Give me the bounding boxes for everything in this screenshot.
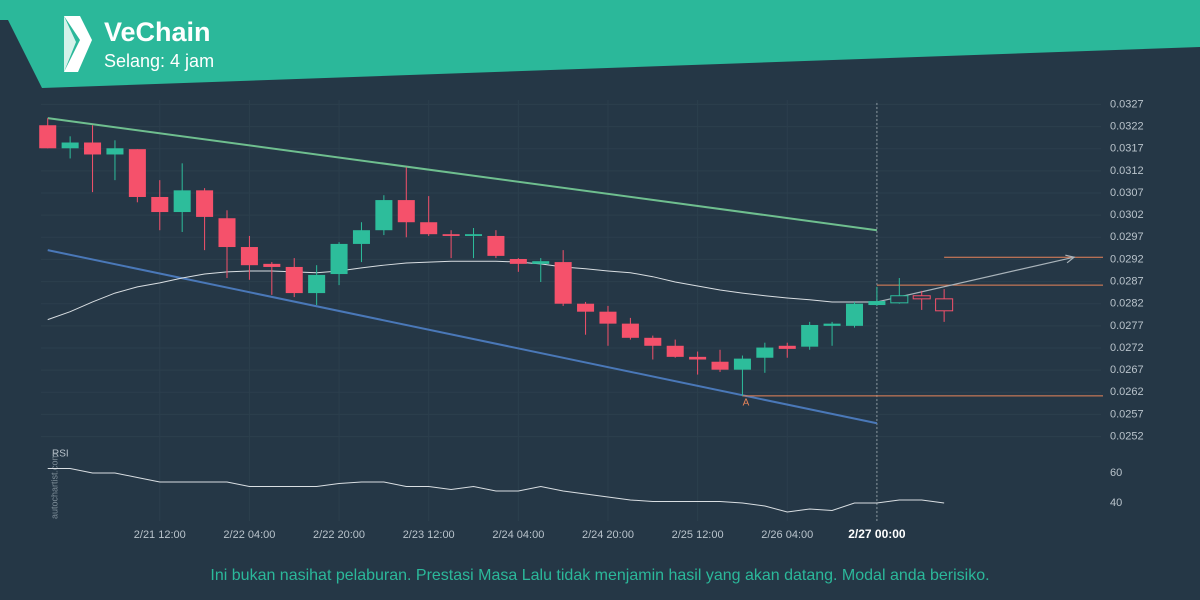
x-tick-label: 2/21 12:00 bbox=[134, 529, 186, 541]
candle-body bbox=[778, 345, 796, 349]
candle-body bbox=[173, 190, 191, 213]
candle-body bbox=[509, 258, 527, 264]
rsi-label: RSI bbox=[52, 449, 69, 460]
candle-body bbox=[330, 243, 348, 275]
candle-body bbox=[868, 301, 886, 306]
y-tick-label: 0.0307 bbox=[1110, 187, 1144, 199]
y-tick-label: 0.0257 bbox=[1110, 408, 1144, 420]
y-tick-label: 0.0312 bbox=[1110, 165, 1144, 177]
x-tick-label: 2/25 12:00 bbox=[672, 529, 724, 541]
candle-body bbox=[890, 295, 909, 304]
candle-body bbox=[308, 274, 326, 294]
x-tick-label: 2/23 12:00 bbox=[403, 529, 455, 541]
y-tick-label: 0.0282 bbox=[1110, 298, 1144, 310]
y-tick-label: 0.0272 bbox=[1110, 342, 1144, 354]
y-tick-label: 0.0292 bbox=[1110, 253, 1144, 265]
y-tick-label: 0.0262 bbox=[1110, 386, 1144, 398]
x-tick-label: 2/24 04:00 bbox=[492, 529, 544, 541]
candle-body bbox=[375, 200, 393, 231]
candle-body bbox=[487, 235, 505, 256]
projection bbox=[876, 256, 1075, 303]
candle-body bbox=[151, 196, 169, 213]
candle-body bbox=[532, 261, 550, 264]
x-tick-label: 2/27 00:00 bbox=[848, 527, 906, 541]
candle-body bbox=[128, 149, 146, 197]
candle-body bbox=[644, 337, 662, 346]
candle-body bbox=[599, 311, 617, 324]
candle-body bbox=[442, 234, 460, 236]
moving-average bbox=[47, 260, 877, 321]
logo bbox=[64, 16, 92, 72]
x-tick-label: 2/22 04:00 bbox=[223, 529, 275, 541]
candle-body bbox=[84, 142, 102, 155]
candle-body bbox=[845, 303, 864, 326]
candle-body bbox=[218, 218, 236, 248]
logo-part bbox=[64, 16, 76, 72]
rsi-tick-label: 60 bbox=[1110, 467, 1122, 479]
logo-part bbox=[64, 16, 92, 40]
candle-body bbox=[689, 356, 707, 360]
logo-part bbox=[64, 40, 92, 72]
y-tick-label: 0.0277 bbox=[1110, 320, 1144, 332]
y-tick-label: 0.0327 bbox=[1110, 98, 1144, 110]
candle-body bbox=[106, 148, 124, 155]
rsi-tick-label: 40 bbox=[1110, 497, 1122, 509]
candle-body bbox=[39, 125, 57, 149]
y-tick-label: 0.0297 bbox=[1110, 231, 1144, 243]
x-tick-label: 2/24 20:00 bbox=[582, 529, 634, 541]
trend-line bbox=[47, 117, 878, 232]
chart-title: VeChain bbox=[104, 17, 211, 47]
y-tick-label: 0.0322 bbox=[1110, 120, 1144, 132]
chart-subtitle: Selang: 4 jam bbox=[104, 51, 214, 71]
candle-body bbox=[577, 303, 595, 312]
x-tick-label: 2/22 20:00 bbox=[313, 529, 365, 541]
candle-body bbox=[240, 247, 258, 266]
projection-arrowhead bbox=[1065, 254, 1076, 264]
candle-body bbox=[196, 190, 214, 217]
candle-body bbox=[61, 142, 79, 149]
x-tick-label: 2/26 04:00 bbox=[761, 529, 813, 541]
y-tick-label: 0.0267 bbox=[1110, 364, 1144, 376]
header-band bbox=[0, 0, 1200, 88]
candle-body bbox=[554, 262, 572, 304]
y-tick-label: 0.0252 bbox=[1110, 430, 1144, 442]
candle-body bbox=[756, 347, 774, 358]
trend-line bbox=[47, 249, 878, 425]
candle-body bbox=[935, 298, 954, 312]
point-label: A bbox=[743, 398, 750, 409]
candle-body bbox=[801, 324, 819, 347]
candle-body bbox=[912, 295, 931, 300]
candle-body bbox=[733, 358, 751, 370]
watermark: autochartist.com bbox=[49, 453, 59, 519]
candle-body bbox=[465, 234, 483, 236]
y-tick-label: 0.0317 bbox=[1110, 143, 1144, 155]
candle-body bbox=[666, 345, 684, 357]
y-tick-label: 0.0287 bbox=[1110, 275, 1144, 287]
candle-body bbox=[397, 200, 415, 223]
y-tick-label: 0.0302 bbox=[1110, 209, 1144, 221]
candle-body bbox=[823, 323, 841, 326]
candle-body bbox=[621, 323, 639, 338]
candle-body bbox=[285, 266, 303, 294]
candle-body bbox=[263, 263, 281, 267]
candle-body bbox=[352, 230, 370, 244]
candle-body bbox=[420, 222, 438, 235]
candle-body bbox=[711, 361, 729, 370]
rsi-line bbox=[47, 468, 945, 513]
disclaimer: Ini bukan nasihat pelaburan. Prestasi Ma… bbox=[210, 567, 989, 584]
